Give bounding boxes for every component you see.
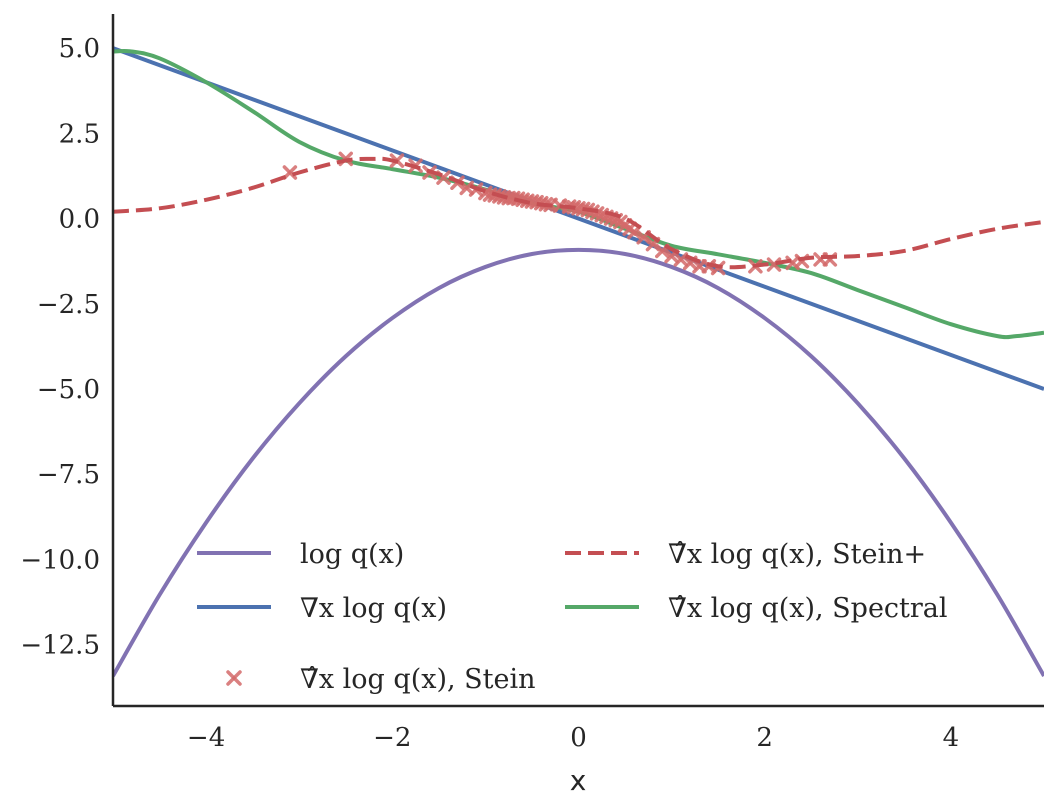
plot-curves [113, 46, 1044, 677]
x-tick-labels: −4 −2 0 2 4 [187, 723, 959, 753]
legend-entry: ∇̂x log q(x), Stein [226, 664, 536, 695]
legend-label: log q(x) [300, 539, 404, 570]
x-tick-label: −2 [373, 723, 411, 753]
y-tick-label: −12.5 [20, 631, 100, 661]
legend-marker [226, 670, 242, 686]
x-axis-title: x [570, 764, 587, 797]
legend-entry: ∇x log q(x) [197, 593, 447, 624]
y-tick-label: −10.0 [20, 545, 100, 575]
y-tick-label: −7.5 [37, 460, 100, 490]
legend-entry: log q(x) [197, 539, 404, 570]
y-tick-label: 5.0 [59, 34, 100, 64]
x-tick-label: 2 [756, 723, 773, 753]
legend-entry: ∇̂x log q(x), Stein+ [565, 539, 926, 570]
series-line-1 [113, 46, 1044, 391]
x-tick-label: 0 [570, 723, 587, 753]
x-tick-label: 4 [943, 723, 960, 753]
legend-label: ∇̂x log q(x), Stein [300, 664, 536, 695]
y-tick-label: −2.5 [37, 290, 100, 320]
legend: log q(x) ∇x log q(x) ∇̂x log q(x), Stein ∇̂… [197, 539, 948, 695]
series-line-3 [113, 156, 1044, 270]
legend-label: ∇̂x log q(x), Spectral [668, 593, 948, 624]
legend-label: ∇̂x log q(x), Stein+ [668, 539, 926, 570]
scatter-point [627, 224, 642, 240]
series-line-4 [113, 48, 1044, 340]
axes [111, 14, 1044, 708]
x-tick-label: −4 [187, 723, 225, 753]
y-tick-labels: 5.0 2.5 0.0 −2.5 −5.0 −7.5 −10.0 −12.5 [20, 34, 100, 661]
series-line-0 [113, 247, 1044, 677]
legend-entry: ∇̂x log q(x), Spectral [565, 593, 948, 624]
legend-label: ∇x log q(x) [300, 593, 447, 624]
y-tick-label: 0.0 [59, 205, 100, 235]
y-tick-label: −5.0 [37, 375, 100, 405]
y-tick-label: 2.5 [59, 119, 100, 149]
